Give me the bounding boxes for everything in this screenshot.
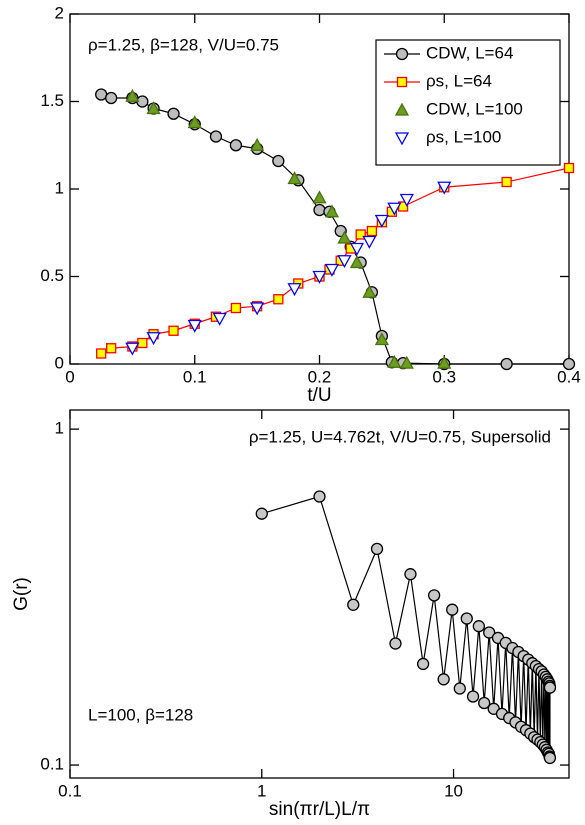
marker — [387, 202, 402, 216]
marker — [255, 507, 268, 520]
marker — [349, 242, 365, 256]
x-tick-label: 1 — [257, 781, 266, 800]
annotation: L=100, β=128 — [88, 705, 193, 724]
marker — [416, 657, 430, 671]
marker — [483, 626, 496, 639]
marker — [337, 230, 352, 244]
marker — [272, 154, 285, 168]
marker — [250, 302, 265, 316]
marker — [543, 751, 557, 765]
x-tick-label: 0.1 — [183, 367, 207, 386]
annotation: ρ=1.25, β=128, V/U=0.75 — [88, 35, 279, 54]
marker — [125, 342, 140, 356]
marker — [312, 190, 327, 204]
annotation: ρ=1.25, U=4.762t, V/U=0.75, Supersolid — [249, 427, 551, 446]
marker — [437, 673, 450, 686]
x-tick-label: 10 — [444, 781, 463, 800]
marker — [437, 355, 452, 369]
legend-marker — [394, 132, 410, 146]
y-tick-label: 0.1 — [40, 755, 64, 774]
legend-marker — [394, 102, 410, 116]
marker — [362, 235, 377, 249]
marker — [337, 255, 352, 269]
marker — [187, 319, 202, 333]
x-tick-label: 0.1 — [58, 781, 82, 800]
x-axis-label: sin(πr/L)L/π — [269, 799, 370, 820]
marker — [230, 302, 242, 314]
marker — [453, 682, 466, 695]
x-tick-label: 0.4 — [557, 367, 581, 386]
marker — [500, 357, 513, 371]
marker — [466, 690, 480, 703]
marker — [106, 343, 117, 354]
marker — [387, 354, 402, 368]
marker — [96, 348, 107, 359]
legend-label: CDW, L=64 — [426, 43, 513, 62]
marker — [362, 284, 377, 298]
marker — [146, 332, 161, 346]
marker — [399, 193, 414, 207]
marker — [125, 88, 140, 102]
legend-label: CDW, L=100 — [426, 99, 523, 118]
marker — [355, 229, 366, 240]
marker — [472, 620, 485, 633]
marker — [105, 91, 118, 105]
marker — [366, 225, 378, 237]
marker — [404, 568, 417, 581]
marker — [287, 171, 302, 185]
marker — [287, 283, 302, 297]
marker — [313, 490, 326, 503]
x-axis-label: t/U — [307, 385, 331, 406]
plot-frame — [69, 409, 570, 779]
y-tick-label: 1 — [55, 419, 64, 438]
x-tick-label: 0.3 — [432, 367, 456, 386]
marker — [370, 542, 384, 556]
marker — [437, 181, 452, 195]
marker — [563, 162, 575, 174]
legend-label: ρs, L=64 — [426, 71, 492, 90]
marker — [312, 270, 327, 284]
legend-box — [375, 39, 561, 166]
y-tick-label: 1.5 — [40, 91, 64, 110]
x-tick-label: 0 — [65, 367, 74, 386]
legend-marker — [396, 76, 408, 88]
marker — [212, 312, 227, 326]
marker — [146, 101, 161, 115]
marker — [446, 603, 459, 616]
y-tick-label: 0.5 — [40, 266, 64, 285]
marker — [389, 637, 402, 650]
x-tick-label: 0.2 — [308, 367, 332, 386]
marker — [460, 612, 473, 625]
y-tick-label: 0 — [55, 353, 64, 372]
y-axis-label: G(r) — [11, 577, 32, 611]
legend-label: ρs, L=100 — [426, 127, 501, 146]
marker — [168, 325, 179, 336]
marker — [399, 355, 414, 369]
legend-marker — [395, 47, 409, 61]
marker — [562, 357, 576, 371]
marker — [349, 255, 365, 269]
marker — [347, 598, 360, 611]
marker — [501, 176, 512, 188]
marker — [478, 696, 491, 710]
marker — [324, 263, 340, 277]
marker — [324, 204, 340, 218]
marker — [374, 332, 389, 346]
marker — [250, 137, 265, 151]
marker — [313, 203, 326, 217]
y-tick-label: 2 — [55, 3, 64, 22]
marker — [374, 214, 389, 228]
marker — [209, 130, 223, 143]
marker — [273, 294, 284, 305]
marker — [187, 115, 202, 129]
marker — [229, 139, 243, 152]
y-tick-label: 1 — [55, 178, 64, 197]
marker — [427, 589, 441, 602]
marker — [167, 107, 180, 120]
marker — [543, 681, 557, 694]
